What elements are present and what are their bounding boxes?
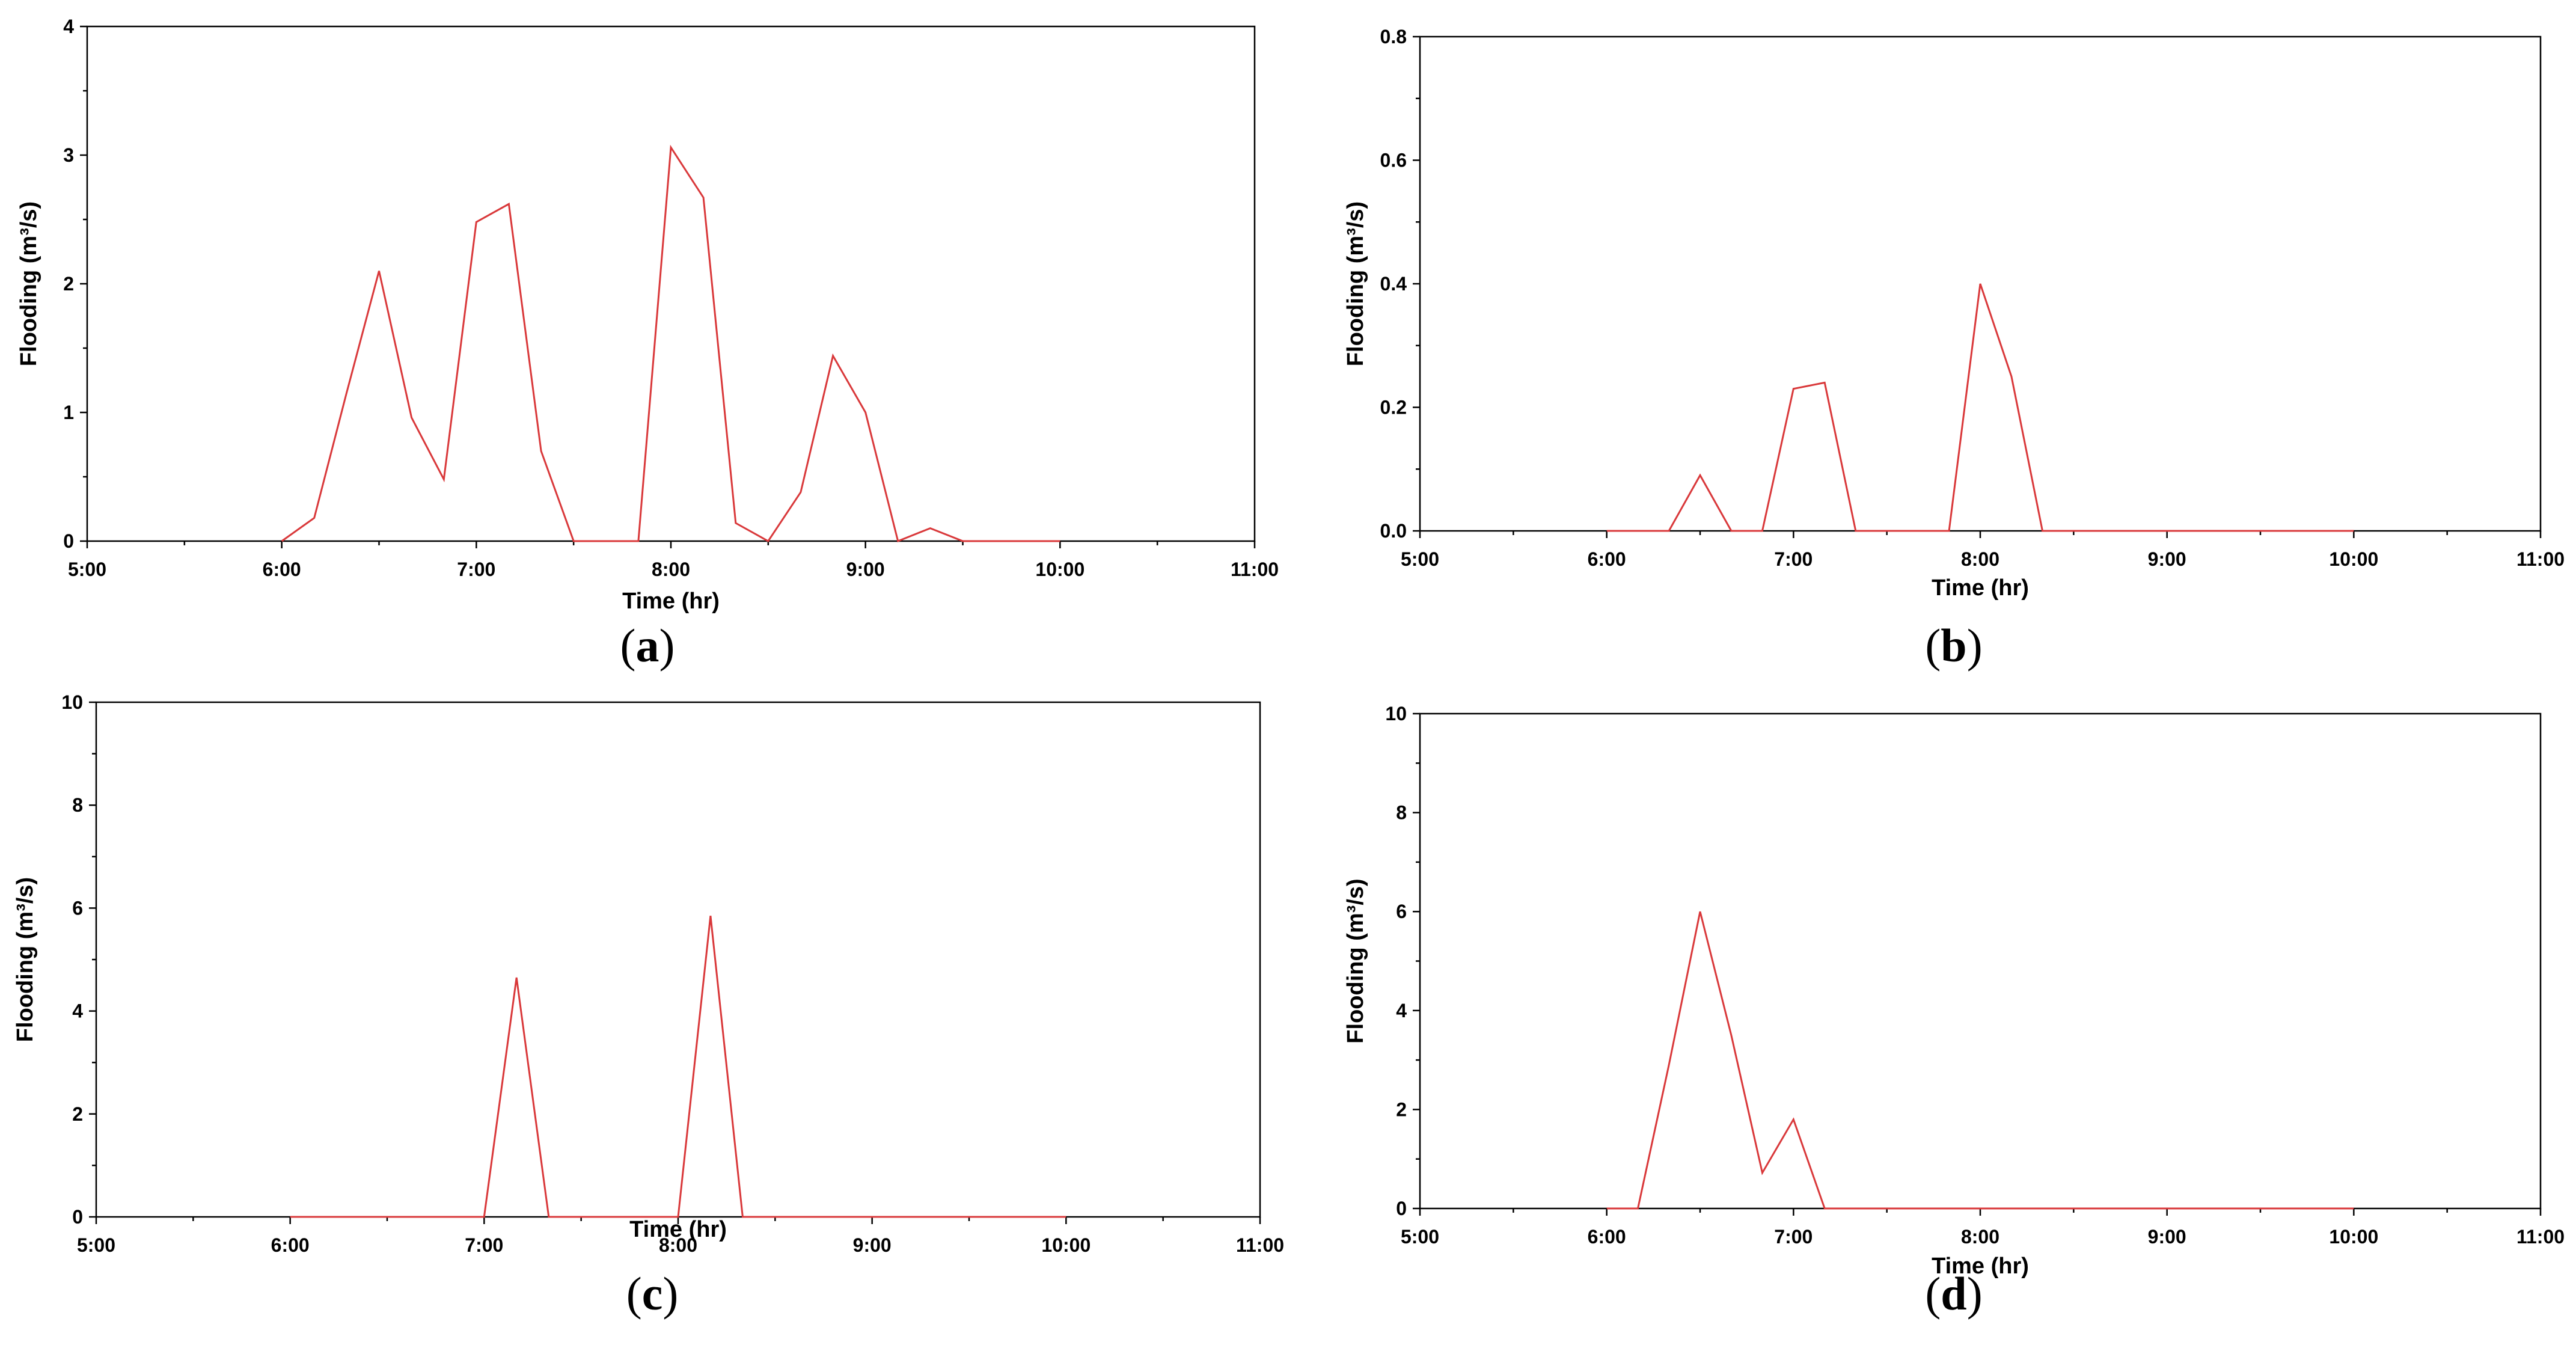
y-tick-label-b: 0.6 bbox=[1380, 150, 1407, 171]
y-tick-label-d: 4 bbox=[1396, 1000, 1407, 1021]
y-tick-label-c: 6 bbox=[72, 897, 83, 919]
x-tick-label-d: 8:00 bbox=[1961, 1226, 1999, 1248]
y-tick-label-c: 8 bbox=[72, 794, 83, 816]
x-tick-label-d: 7:00 bbox=[1774, 1226, 1813, 1248]
x-tick-label-a: 6:00 bbox=[263, 559, 301, 580]
y-axis-title-c: Flooding (m³/s) bbox=[13, 877, 38, 1042]
y-axis-title-b: Flooding (m³/s) bbox=[1343, 201, 1368, 366]
y-tick-label-d: 0 bbox=[1396, 1198, 1407, 1219]
x-tick-label-c: 8:00 bbox=[659, 1234, 697, 1256]
x-tick-label-a: 8:00 bbox=[652, 559, 690, 580]
x-tick-label-a: 5:00 bbox=[68, 559, 106, 580]
y-axis-title-a: Flooding (m³/s) bbox=[16, 201, 41, 366]
y-tick-label-d: 8 bbox=[1396, 802, 1407, 824]
y-tick-label-c: 4 bbox=[72, 1000, 83, 1022]
x-tick-label-d: 10:00 bbox=[2329, 1226, 2378, 1248]
panel-letter-b: b bbox=[1941, 619, 1966, 672]
x-tick-label-c: 6:00 bbox=[271, 1234, 310, 1256]
y-tick-label-a: 4 bbox=[63, 16, 74, 37]
x-tick-label-a: 11:00 bbox=[1231, 559, 1279, 580]
y-tick-label-b: 0.4 bbox=[1380, 273, 1407, 295]
y-tick-label-b: 0.2 bbox=[1380, 397, 1407, 418]
x-tick-label-a: 9:00 bbox=[846, 559, 885, 580]
y-tick-label-d: 10 bbox=[1385, 703, 1407, 724]
series-line-d bbox=[1606, 911, 2354, 1210]
panel-label-b: (b) bbox=[1925, 619, 1982, 672]
y-axis-title-d: Flooding (m³/s) bbox=[1343, 878, 1368, 1043]
x-tick-label-d: 5:00 bbox=[1401, 1226, 1439, 1248]
x-tick-label-d: 9:00 bbox=[2148, 1226, 2186, 1248]
x-tick-label-b: 5:00 bbox=[1401, 548, 1439, 570]
y-tick-label-a: 0 bbox=[63, 530, 74, 552]
x-tick-label-d: 6:00 bbox=[1588, 1226, 1626, 1248]
y-tick-label-c: 0 bbox=[72, 1206, 83, 1228]
y-tick-label-c: 2 bbox=[72, 1103, 83, 1125]
x-tick-label-b: 8:00 bbox=[1961, 548, 1999, 570]
x-tick-label-d: 11:00 bbox=[2516, 1226, 2565, 1248]
x-tick-label-a: 10:00 bbox=[1035, 559, 1085, 580]
plot-frame-a bbox=[86, 25, 1256, 542]
chart-panel-c: 5:00 6:00 7:00 8:00 9:00 10:00 11:00 0 2 4 6 8 10 Tim… bbox=[13, 691, 1284, 1320]
plot-frame-c bbox=[95, 701, 1261, 1218]
x-tick-label-c: 11:00 bbox=[1236, 1234, 1284, 1256]
x-tick-label-b: 6:00 bbox=[1588, 548, 1626, 570]
panel-letter-d: d bbox=[1941, 1267, 1966, 1320]
y-tick-label-a: 2 bbox=[63, 273, 74, 295]
x-axis-title-a: Time (hr) bbox=[622, 589, 720, 614]
chart-panel-d: 5:00 6:00 7:00 8:00 9:00 10:00 11:00 0 2 4 6 8 10 Tim… bbox=[1343, 703, 2565, 1320]
y-tick-label-b: 0.8 bbox=[1380, 26, 1407, 47]
x-tick-label-b: 9:00 bbox=[2148, 548, 2186, 570]
panel-label-a: (a) bbox=[620, 619, 675, 672]
x-tick-label-c: 5:00 bbox=[77, 1234, 115, 1256]
x-tick-label-b: 11:00 bbox=[2516, 548, 2565, 570]
x-tick-label-a: 7:00 bbox=[457, 559, 495, 580]
x-tick-label-c: 9:00 bbox=[853, 1234, 892, 1256]
y-tick-label-a: 3 bbox=[63, 144, 74, 166]
x-axis-title-b: Time (hr) bbox=[1932, 575, 2029, 601]
plot-frame-d bbox=[1419, 712, 2542, 1210]
x-tick-label-b: 10:00 bbox=[2329, 548, 2378, 570]
series-line-b bbox=[1606, 283, 2354, 532]
panel-label-c: (c) bbox=[626, 1267, 679, 1320]
x-axis-title-d: Time (hr) bbox=[1932, 1254, 2029, 1279]
chart-panel-a: 5:00 6:00 7:00 8:00 9:00 10:00 11:00 0 1 2 3 4 Time … bbox=[16, 16, 1279, 672]
chart-panel-b: 5:00 6:00 7:00 8:00 9:00 10:00 11:00 0.0 0.2 0.4 0… bbox=[1343, 26, 2565, 672]
series-line-a bbox=[281, 144, 1060, 543]
y-tick-label-b: 0.0 bbox=[1380, 520, 1407, 542]
y-tick-label-d: 2 bbox=[1396, 1098, 1407, 1120]
x-tick-label-c: 10:00 bbox=[1041, 1234, 1091, 1256]
x-tick-label-b: 7:00 bbox=[1774, 548, 1813, 570]
x-axis-title-c: Time (hr) bbox=[629, 1217, 727, 1242]
panel-letter-c: c bbox=[642, 1267, 663, 1320]
y-tick-label-c: 10 bbox=[61, 691, 83, 713]
y-tick-label-d: 6 bbox=[1396, 901, 1407, 922]
y-tick-label-a: 1 bbox=[63, 402, 74, 423]
series-line-c bbox=[290, 916, 1066, 1218]
panel-label-d: (d) bbox=[1925, 1267, 1982, 1320]
panel-letter-a: a bbox=[636, 619, 659, 672]
x-tick-label-c: 7:00 bbox=[465, 1234, 503, 1256]
